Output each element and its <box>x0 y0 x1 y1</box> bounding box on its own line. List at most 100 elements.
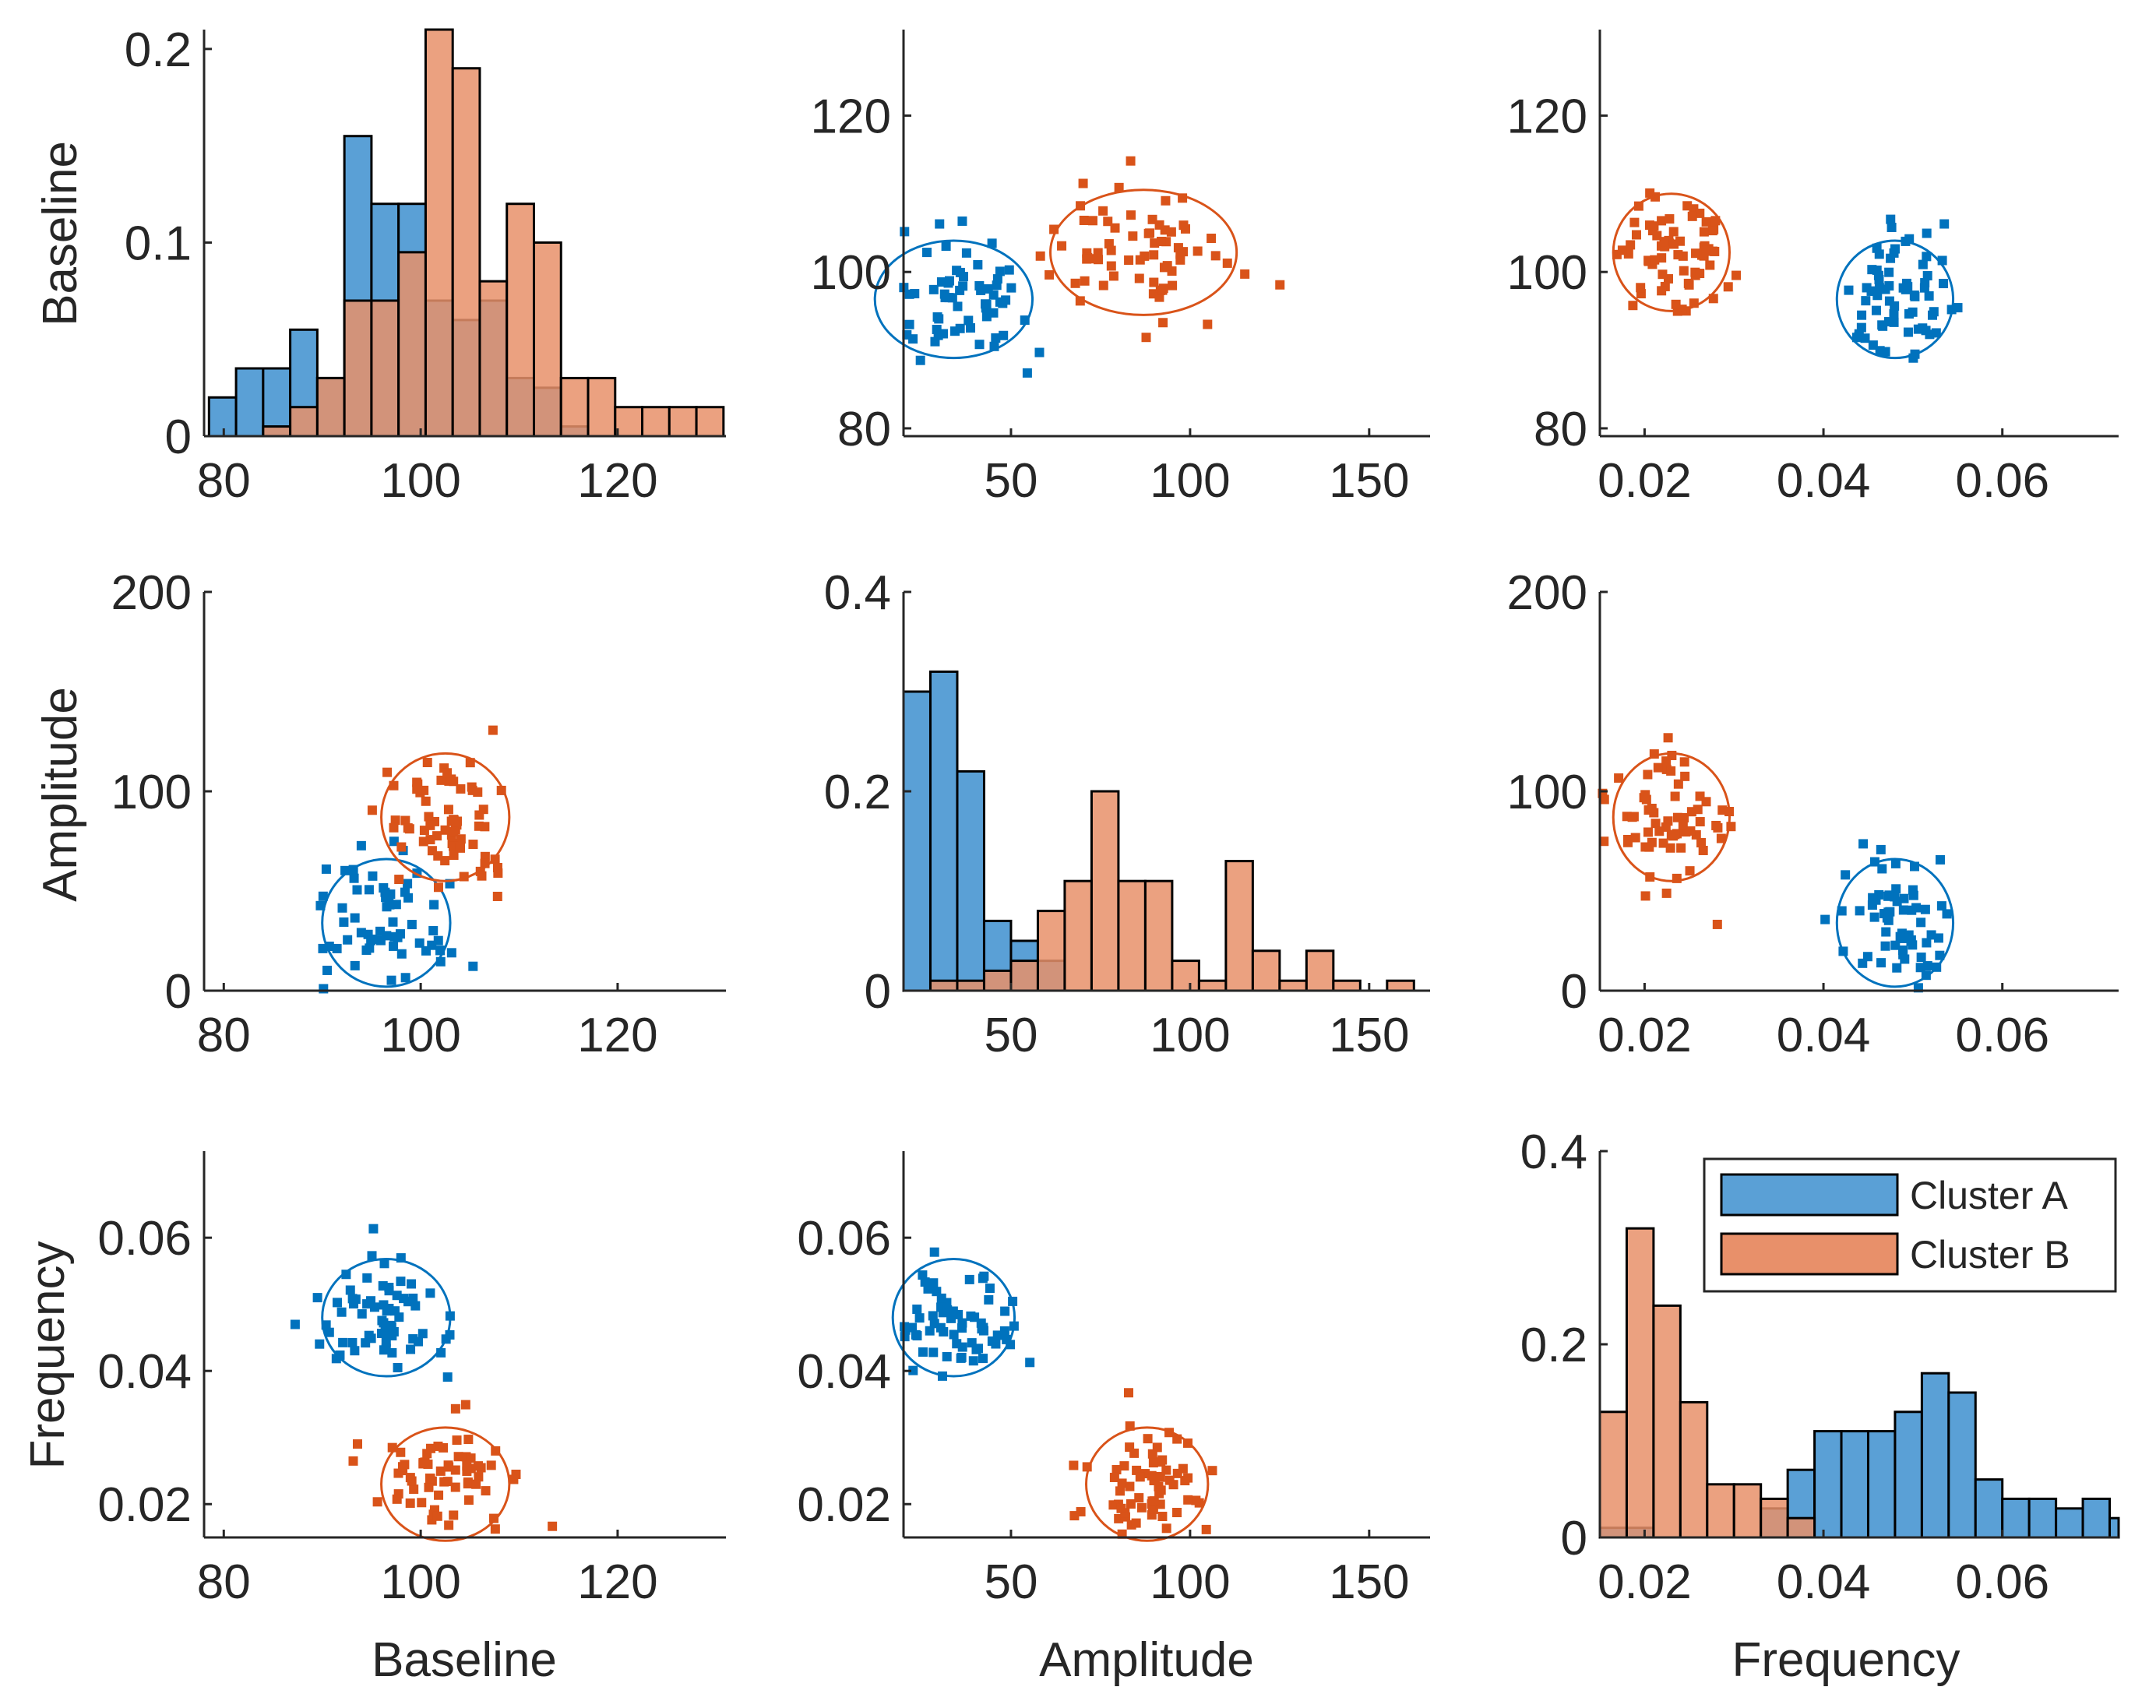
scatter-point <box>935 1322 946 1333</box>
scatter-point <box>1207 233 1217 243</box>
scatter-point <box>389 836 399 847</box>
scatter-point <box>375 935 386 946</box>
scatter-point <box>1070 278 1080 288</box>
scatter-point <box>968 1356 978 1366</box>
x-tick-label: 0.02 <box>1598 1009 1692 1062</box>
y-tick-label: 0.04 <box>797 1345 891 1399</box>
scatter-point <box>941 241 951 252</box>
y-tick-label: 200 <box>111 566 192 620</box>
scatter-point <box>486 1460 496 1470</box>
scatter-point <box>1910 291 1920 301</box>
scatter-point <box>1874 274 1884 284</box>
panel-3-2: 50 100 150 0.02 0.04 0.06 <box>797 1151 1430 1609</box>
scatter-point <box>966 323 976 333</box>
scatter-point <box>940 293 950 303</box>
hist-bar <box>1332 979 1362 992</box>
y-tick-label: 120 <box>811 90 891 143</box>
scatter-point <box>942 1351 952 1361</box>
scatter-point <box>1858 839 1869 849</box>
scatter-point <box>981 299 991 309</box>
scatter-point <box>413 1336 423 1347</box>
scatter-point <box>1116 1503 1126 1513</box>
scatter-point <box>425 1288 435 1298</box>
scatter-point <box>961 248 971 258</box>
scatter-point <box>985 1284 995 1294</box>
scatter-point <box>1158 283 1168 294</box>
scatter-point <box>1653 762 1663 773</box>
hist-bar <box>614 406 644 438</box>
scatter-point <box>1647 803 1657 813</box>
scatter-point <box>1155 1471 1165 1481</box>
scatter-point <box>953 301 963 312</box>
scatter-point <box>474 821 484 831</box>
scatter-point <box>456 784 466 794</box>
hist-bar <box>1732 1483 1763 1539</box>
scatter-point <box>1673 250 1683 260</box>
scatter-point <box>1631 230 1641 240</box>
scatter-point <box>1025 1358 1035 1368</box>
scatter-point <box>1666 830 1676 840</box>
scatter-point <box>408 1293 418 1303</box>
scatter-point <box>934 314 944 324</box>
scatter-point <box>396 1277 406 1287</box>
hist-bar <box>1706 1483 1735 1539</box>
hist-bar <box>1224 860 1254 992</box>
scatter-point <box>1203 319 1213 329</box>
scatter-point <box>1178 1463 1188 1474</box>
scatter-point <box>1820 914 1830 924</box>
scatter-point <box>912 1304 922 1314</box>
hist-bar <box>1947 1391 1977 1539</box>
scatter-point <box>1622 837 1633 847</box>
scatter-point <box>1881 927 1891 937</box>
hist-bar <box>1652 1304 1682 1539</box>
scatter-point <box>1650 819 1661 829</box>
scatter-point <box>421 796 431 806</box>
scatter-point <box>999 1326 1009 1336</box>
scatter-point <box>1684 280 1694 290</box>
scatter-point <box>1686 826 1696 836</box>
scatter-point <box>1111 1465 1122 1475</box>
scatter-point <box>973 1344 983 1354</box>
panel-3-3: 0.02 0.04 0.06 0 0.2 0.4 <box>1520 1125 2120 1609</box>
scatter-point <box>999 330 1009 340</box>
scatter-point <box>332 943 342 953</box>
scatter-point <box>1135 1472 1145 1482</box>
scatter-point <box>386 975 396 985</box>
scatter-point <box>422 758 432 768</box>
y-tick-label: 100 <box>811 246 891 300</box>
scatter-point <box>1207 1466 1217 1476</box>
y-tick-label: 0.06 <box>797 1212 891 1266</box>
scatter-point <box>1599 836 1609 847</box>
hist-bar <box>1036 910 1066 992</box>
legend: Cluster A Cluster B <box>1703 1157 2117 1293</box>
scatter-point <box>1192 246 1203 256</box>
scatter-point <box>1899 933 1909 943</box>
scatter-point <box>1922 252 1932 262</box>
scatter-point <box>474 810 484 820</box>
scatter-point <box>1935 950 1945 960</box>
hist-bar <box>1278 979 1308 992</box>
scatter-point <box>1669 239 1679 249</box>
scatter-point <box>380 1322 390 1332</box>
hist-bar <box>641 406 671 438</box>
scatter-point <box>1699 227 1709 237</box>
scatter-point <box>352 1439 362 1449</box>
scatter-point <box>433 850 443 861</box>
scatter-point <box>1920 904 1930 914</box>
scatter-point <box>449 1510 459 1520</box>
scatter-point <box>336 1307 347 1317</box>
scatter-point <box>1084 254 1094 264</box>
scatter-point <box>1633 201 1643 211</box>
hist-bar <box>1143 879 1174 992</box>
scatter-point <box>1939 219 1950 229</box>
scatter-point <box>389 822 399 833</box>
scatter-point <box>1079 215 1089 225</box>
hist-bar <box>1386 979 1415 992</box>
hist-bar <box>2108 1516 2120 1539</box>
scatter-point <box>425 835 435 845</box>
y-tick-label: 0.1 <box>125 217 192 270</box>
scatter-point <box>970 1312 980 1322</box>
scatter-point <box>318 943 328 953</box>
scatter-point <box>1861 296 1871 306</box>
scatter-point <box>1045 269 1055 280</box>
